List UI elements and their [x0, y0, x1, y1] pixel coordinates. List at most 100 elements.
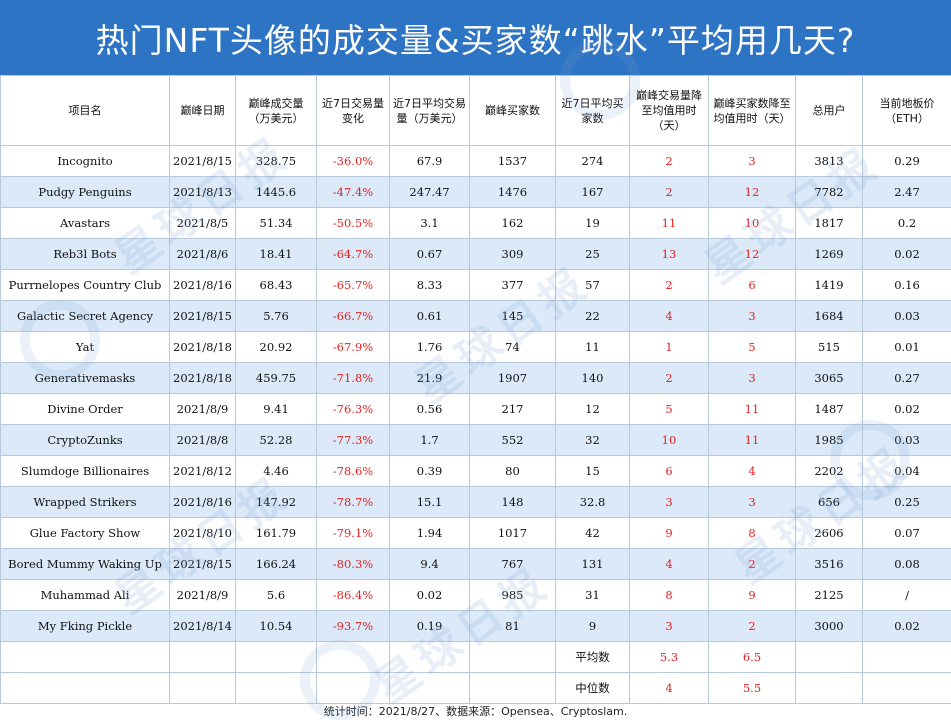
cell-name: Generativemasks	[0, 362, 170, 394]
cell-users: 3516	[795, 548, 863, 580]
average-buyer-days: 6.5	[708, 641, 796, 673]
cell-floor: 0.04	[862, 455, 951, 487]
summary-row-median: 中位数 4 5.5	[0, 672, 951, 704]
cell-pbuyers: 1537	[469, 145, 556, 177]
cell-avgbuyers: 11	[555, 331, 630, 363]
cell-pbuyers: 767	[469, 548, 556, 580]
cell-floor: 0.16	[862, 269, 951, 301]
cell-date: 2021/8/14	[169, 610, 236, 642]
cell-users: 1817	[795, 207, 863, 239]
cell-vdays: 11	[629, 207, 709, 239]
cell-name: Yat	[0, 331, 170, 363]
cell-name: Muhammad Ali	[0, 579, 170, 611]
table-row: Purrnelopes Country Club 2021/8/16 68.43 -6…	[0, 269, 951, 301]
cell-avgbuyers: 274	[555, 145, 630, 177]
cell-pbuyers: 1017	[469, 517, 556, 549]
cell-pbuyers: 217	[469, 393, 556, 425]
cell-pbuyers: 162	[469, 207, 556, 239]
summary-row-average: 平均数 5.3 6.5	[0, 641, 951, 673]
cell-pbuyers: 985	[469, 579, 556, 611]
median-label: 中位数	[555, 672, 630, 704]
cell-avgbuyers: 9	[555, 610, 630, 642]
cell-change: -79.1%	[316, 517, 390, 549]
cell-vdays: 9	[629, 517, 709, 549]
cell-name: Bored Mummy Waking Up	[0, 548, 170, 580]
cell-users: 656	[795, 486, 863, 518]
cell-bdays: 6	[708, 269, 796, 301]
cell-name: My Fking Pickle	[0, 610, 170, 642]
cell-avgbuyers: 131	[555, 548, 630, 580]
cell-date: 2021/8/16	[169, 269, 236, 301]
cell-avgbuyers: 12	[555, 393, 630, 425]
cell-avg7: 0.39	[389, 455, 470, 487]
cell-avg7: 0.61	[389, 300, 470, 332]
cell-bdays: 11	[708, 424, 796, 456]
header-vol-days: 巅峰交易量降至均值用时（天）	[629, 75, 709, 146]
cell-users: 3000	[795, 610, 863, 642]
cell-name: Purrnelopes Country Club	[0, 269, 170, 301]
cell-avg7: 0.56	[389, 393, 470, 425]
cell-avgbuyers: 140	[555, 362, 630, 394]
cell-name: Reb3l Bots	[0, 238, 170, 270]
cell-floor: 0.03	[862, 424, 951, 456]
cell-avg7: 8.33	[389, 269, 470, 301]
cell-vdays: 5	[629, 393, 709, 425]
cell-peak: 68.43	[235, 269, 317, 301]
nft-table: 项目名 巅峰日期 巅峰成交量（万美元） 近7日交易量变化 近7日平均交易量（万美…	[0, 75, 951, 704]
median-vol-days: 4	[629, 672, 709, 704]
cell-avgbuyers: 15	[555, 455, 630, 487]
table-body: Incognito 2021/8/15 328.75 -36.0% 67.9 1537 27…	[0, 145, 951, 642]
cell-change: -66.7%	[316, 300, 390, 332]
cell-date: 2021/8/13	[169, 176, 236, 208]
cell-vdays: 3	[629, 610, 709, 642]
cell-name: Divine Order	[0, 393, 170, 425]
cell-floor: 0.07	[862, 517, 951, 549]
cell-peak: 9.41	[235, 393, 317, 425]
cell-pbuyers: 309	[469, 238, 556, 270]
cell-pbuyers: 80	[469, 455, 556, 487]
cell-name: Pudgy Penguins	[0, 176, 170, 208]
cell-avg7: 0.02	[389, 579, 470, 611]
cell-vdays: 1	[629, 331, 709, 363]
cell-pbuyers: 377	[469, 269, 556, 301]
cell-pbuyers: 1907	[469, 362, 556, 394]
cell-vdays: 8	[629, 579, 709, 611]
cell-change: -86.4%	[316, 579, 390, 611]
cell-change: -50.5%	[316, 207, 390, 239]
cell-avgbuyers: 31	[555, 579, 630, 611]
cell-floor: 0.02	[862, 610, 951, 642]
cell-date: 2021/8/18	[169, 362, 236, 394]
table-row: Wrapped Strikers 2021/8/16 147.92 -78.7% 15.…	[0, 486, 951, 518]
table-header-row: 项目名 巅峰日期 巅峰成交量（万美元） 近7日交易量变化 近7日平均交易量（万美…	[0, 75, 951, 146]
cell-avg7: 67.9	[389, 145, 470, 177]
cell-vdays: 3	[629, 486, 709, 518]
header-avg7-volume: 近7日平均交易量（万美元）	[389, 75, 470, 146]
header-total-users: 总用户	[795, 75, 863, 146]
cell-users: 1487	[795, 393, 863, 425]
table-row: Slumdoge Billionaires 2021/8/12 4.46 -78.6%…	[0, 455, 951, 487]
cell-peak: 161.79	[235, 517, 317, 549]
cell-bdays: 12	[708, 176, 796, 208]
table-row: My Fking Pickle 2021/8/14 10.54 -93.7% 0.19 8…	[0, 610, 951, 642]
cell-avgbuyers: 25	[555, 238, 630, 270]
cell-avgbuyers: 57	[555, 269, 630, 301]
table-row: Muhammad Ali 2021/8/9 5.6 -86.4% 0.02 985 31 8 9…	[0, 579, 951, 611]
header-vol-change: 近7日交易量变化	[316, 75, 390, 146]
table-row: Galactic Secret Agency 2021/8/15 5.76 -66.7…	[0, 300, 951, 332]
cell-floor: 0.08	[862, 548, 951, 580]
cell-pbuyers: 145	[469, 300, 556, 332]
cell-name: Wrapped Strikers	[0, 486, 170, 518]
cell-date: 2021/8/10	[169, 517, 236, 549]
cell-floor: 2.47	[862, 176, 951, 208]
cell-avgbuyers: 167	[555, 176, 630, 208]
cell-floor: 0.02	[862, 393, 951, 425]
header-peak-buyers: 巅峰买家数	[469, 75, 556, 146]
cell-change: -47.4%	[316, 176, 390, 208]
cell-date: 2021/8/8	[169, 424, 236, 456]
cell-avg7: 15.1	[389, 486, 470, 518]
cell-avg7: 247.47	[389, 176, 470, 208]
cell-avgbuyers: 22	[555, 300, 630, 332]
cell-vdays: 6	[629, 455, 709, 487]
cell-avgbuyers: 42	[555, 517, 630, 549]
cell-pbuyers: 552	[469, 424, 556, 456]
